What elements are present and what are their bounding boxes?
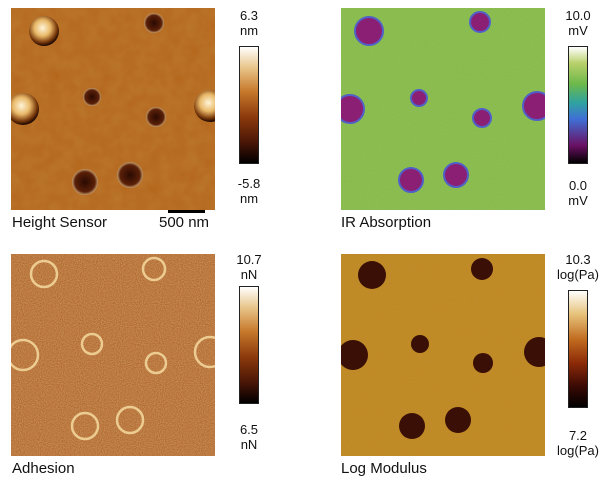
modulus-min-unit: log(Pa)	[557, 443, 599, 458]
ir-max-unit: mV	[568, 23, 588, 38]
ir-scale-min: 0.0 mV	[548, 178, 608, 208]
ir-max-value: 10.0	[565, 8, 591, 23]
log-modulus-map	[341, 254, 545, 456]
height-min-value: -5.8	[237, 176, 261, 191]
adhesion-scale-max: 10.7 nN	[219, 252, 279, 282]
adhesion-colorbar	[239, 286, 259, 404]
ir-min-unit: mV	[568, 193, 588, 208]
modulus-max-unit: log(Pa)	[557, 267, 599, 282]
modulus-min-value: 7.2	[568, 428, 588, 443]
height-max-unit: nm	[239, 23, 259, 38]
adhesion-min-unit: nN	[240, 437, 258, 452]
modulus-scale-min: 7.2 log(Pa)	[548, 428, 608, 458]
adhesion-map	[11, 254, 215, 456]
ir-min-value: 0.0	[568, 178, 588, 193]
height-caption: Height Sensor	[12, 214, 108, 231]
modulus-caption: Log Modulus	[341, 460, 427, 477]
adhesion-scale-min: 6.5 nN	[219, 422, 279, 452]
adhesion-caption: Adhesion	[12, 460, 75, 477]
adhesion-max-unit: nN	[240, 267, 258, 282]
adhesion-min-value: 6.5	[239, 422, 259, 437]
modulus-max-value: 10.3	[565, 252, 591, 267]
height-scale-max: 6.3 nm	[219, 8, 279, 38]
adhesion-max-value: 10.7	[236, 252, 262, 267]
ir-absorption-map	[341, 8, 545, 210]
height-max-value: 6.3	[239, 8, 259, 23]
scale-bar	[168, 210, 205, 213]
ir-colorbar	[568, 46, 588, 164]
height-sensor-map	[11, 8, 215, 210]
ir-caption: IR Absorption	[341, 214, 432, 231]
scale-bar-label: 500 nm	[159, 214, 210, 231]
height-colorbar	[239, 46, 259, 164]
modulus-colorbar	[568, 290, 588, 408]
ir-scale-max: 10.0 mV	[548, 8, 608, 38]
height-scale-min: -5.8 nm	[219, 176, 279, 206]
modulus-scale-max: 10.3 log(Pa)	[548, 252, 608, 282]
height-min-unit: nm	[239, 191, 259, 206]
